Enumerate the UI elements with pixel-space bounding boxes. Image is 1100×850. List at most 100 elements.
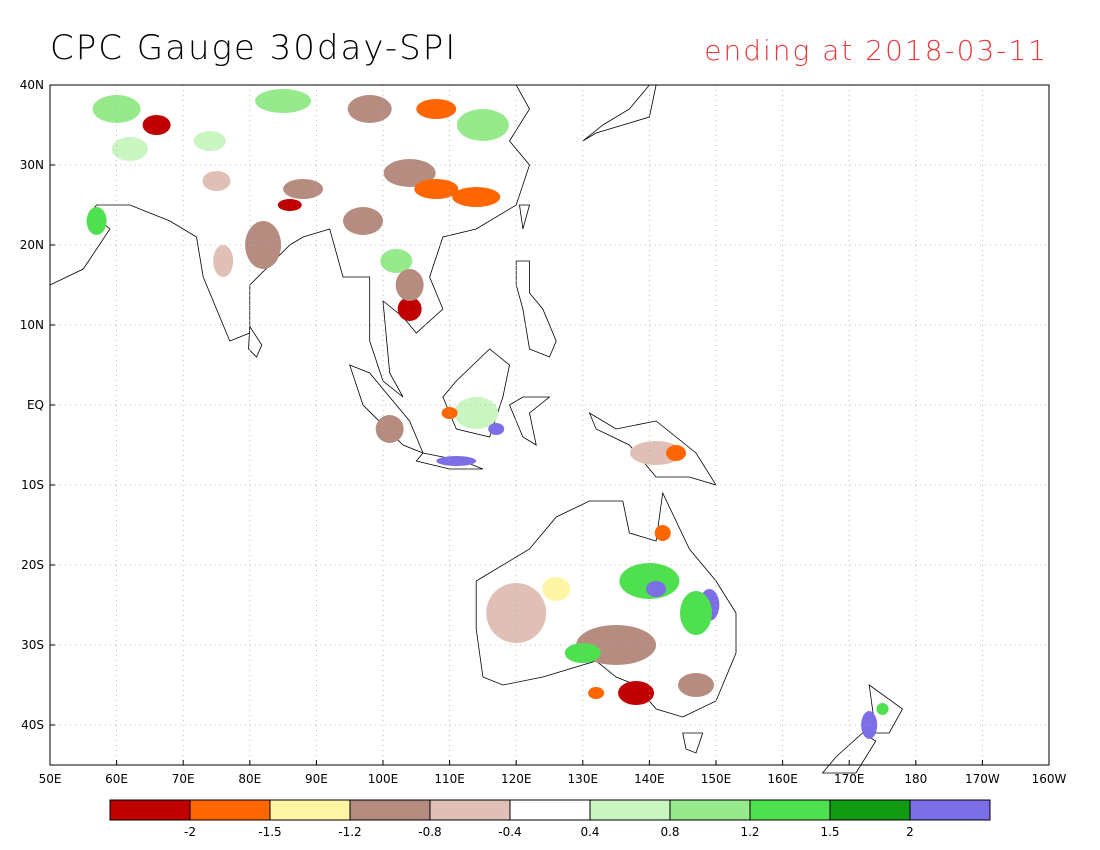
spi-patch xyxy=(283,179,324,199)
lat-tick-label: 20S xyxy=(21,558,44,572)
colorbar-label: 0.4 xyxy=(580,825,599,839)
lon-tick-label: 120E xyxy=(501,772,532,786)
spi-patch xyxy=(86,207,107,235)
map-frame xyxy=(49,84,1050,766)
lat-tick-label: 10N xyxy=(20,318,44,332)
spi-patch xyxy=(92,95,141,123)
spi-patch xyxy=(202,171,231,191)
lat-tick-label: 40S xyxy=(21,718,44,732)
spi-patch xyxy=(416,99,457,119)
spi-patch xyxy=(383,159,436,187)
spi-patch xyxy=(436,456,477,466)
spi-patch xyxy=(564,643,601,663)
colorbar-swatch xyxy=(429,799,511,821)
lon-tick-label: 160W xyxy=(1032,772,1067,786)
spi-patch xyxy=(255,89,312,113)
colorbar-label: -0.8 xyxy=(418,825,441,839)
lon-tick-label: 110E xyxy=(434,772,465,786)
spi-patch xyxy=(861,711,878,739)
lon-tick-label: 170W xyxy=(965,772,1000,786)
colorbar-label: 1.5 xyxy=(820,825,839,839)
nz-south-island xyxy=(821,732,877,774)
spi-patch xyxy=(111,137,148,161)
spi-patch xyxy=(375,415,404,443)
spi-patch xyxy=(630,441,683,465)
spi-patch xyxy=(488,423,505,435)
lon-tick-label: 70E xyxy=(172,772,195,786)
lat-tick-label: 30N xyxy=(20,158,44,172)
sulawesi-landmass xyxy=(508,396,551,446)
lat-tick-label: 10S xyxy=(21,478,44,492)
map-title: CPC Gauge 30day-SPI xyxy=(50,28,458,68)
spi-patch xyxy=(666,445,687,461)
japan-landmass xyxy=(582,84,657,142)
spi-patch xyxy=(588,687,605,699)
colorbar-label: -1.2 xyxy=(338,825,361,839)
spi-patch xyxy=(452,187,501,207)
taiwan-landmass xyxy=(519,204,531,230)
spi-patch xyxy=(343,207,384,235)
spi-patch xyxy=(193,131,226,151)
colorbar-swatch xyxy=(749,799,831,821)
lon-tick-label: 150E xyxy=(701,772,732,786)
lon-tick-label: 180 xyxy=(904,772,927,786)
lon-tick-label: 140E xyxy=(634,772,665,786)
colorbar-label: -2 xyxy=(184,825,196,839)
lon-tick-label: 90E xyxy=(305,772,328,786)
spi-patch xyxy=(680,591,713,635)
spi-patch xyxy=(213,245,234,277)
axis-ticks: 50E 60E 70E 80E 90E 100E 110E 120E 130E 140E 150E 1… xyxy=(20,78,1067,786)
spi-patch xyxy=(441,407,458,419)
colorbar-label: 1.2 xyxy=(740,825,759,839)
sri-lanka-landmass xyxy=(248,325,263,358)
spi-patch xyxy=(397,297,422,321)
lon-tick-label: 170E xyxy=(834,772,865,786)
grid-lines xyxy=(50,85,1049,765)
lat-tick-label: EQ xyxy=(27,398,44,412)
spi-patch xyxy=(654,525,671,541)
lat-tick-label: 30S xyxy=(21,638,44,652)
spi-patch xyxy=(646,581,667,597)
colorbar-swatch xyxy=(589,799,671,821)
asia-landmass xyxy=(49,84,530,398)
spi-patch xyxy=(395,269,424,301)
spi-patch xyxy=(245,221,282,269)
spi-patch xyxy=(678,673,715,697)
map-subtitle: ending at 2018-03-11 xyxy=(704,34,1048,67)
spi-patch xyxy=(277,199,302,211)
lon-tick-label: 130E xyxy=(568,772,599,786)
colorbar-swatch xyxy=(909,799,991,821)
lat-tick-label: 20N xyxy=(20,238,44,252)
colorbar-swatch xyxy=(669,799,751,821)
lon-tick-label: 80E xyxy=(238,772,261,786)
colorbar-label: 2 xyxy=(906,825,914,839)
colorbar: -2 -1.5 -1.2 -0.8 -0.4 0.4 0.8 1.2 1.5 2 xyxy=(109,799,991,839)
colorbar-swatch xyxy=(189,799,271,821)
spi-patch xyxy=(486,583,547,643)
colorbar-swatch xyxy=(829,799,911,821)
colorbar-swatch xyxy=(109,799,191,821)
colorbar-swatch xyxy=(349,799,431,821)
spi-patch xyxy=(414,179,459,199)
land-layer xyxy=(49,84,904,774)
spi-patch xyxy=(347,95,392,123)
tasmania-landmass xyxy=(682,732,704,754)
lon-tick-label: 100E xyxy=(368,772,399,786)
spi-patch xyxy=(618,681,655,705)
spi-patch xyxy=(542,577,571,601)
lat-tick-label: 40N xyxy=(20,78,44,92)
lon-tick-label: 160E xyxy=(767,772,798,786)
spi-patch xyxy=(456,109,509,141)
spi-patch xyxy=(380,249,413,273)
spi-patch xyxy=(142,115,171,135)
colorbar-label: 0.8 xyxy=(660,825,679,839)
colorbar-swatch xyxy=(269,799,351,821)
spi-patch xyxy=(876,703,889,715)
colorbar-label: -0.4 xyxy=(498,825,521,839)
lon-tick-label: 60E xyxy=(105,772,128,786)
australia-landmass xyxy=(475,491,737,718)
lon-tick-label: 50E xyxy=(39,772,62,786)
colorbar-label: -1.5 xyxy=(258,825,281,839)
philippines-landmass xyxy=(515,260,557,358)
